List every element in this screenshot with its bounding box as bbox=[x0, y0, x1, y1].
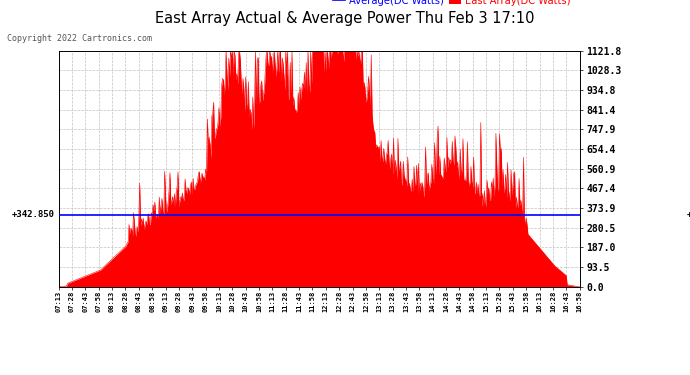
Text: East Array Actual & Average Power Thu Feb 3 17:10: East Array Actual & Average Power Thu Fe… bbox=[155, 11, 535, 26]
Text: Copyright 2022 Cartronics.com: Copyright 2022 Cartronics.com bbox=[7, 34, 152, 43]
Text: +342.850: +342.850 bbox=[687, 210, 690, 219]
Legend: Average(DC Watts), East Array(DC Watts): Average(DC Watts), East Array(DC Watts) bbox=[329, 0, 575, 10]
Text: +342.850: +342.850 bbox=[12, 210, 55, 219]
